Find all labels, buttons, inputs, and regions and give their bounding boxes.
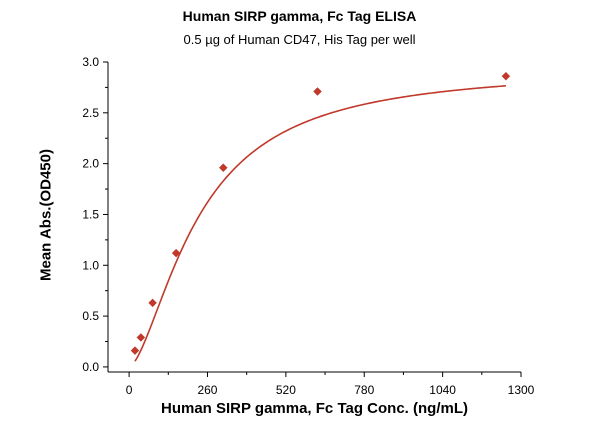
x-axis-label: Human SIRP gamma, Fc Tag Conc. (ng/mL) bbox=[161, 400, 468, 417]
data-point-diamond bbox=[218, 163, 228, 173]
x-tick-label: 520 bbox=[276, 383, 296, 397]
data-point-diamond bbox=[501, 71, 511, 81]
chart-title: Human SIRP gamma, Fc Tag ELISA bbox=[182, 8, 417, 24]
x-tick-label: 1300 bbox=[508, 383, 535, 397]
data-point-diamond bbox=[136, 333, 146, 342]
y-tick-label: 2.0 bbox=[82, 157, 99, 171]
data-point-diamond bbox=[313, 87, 322, 96]
fit-curve bbox=[134, 85, 506, 362]
data-point-diamond bbox=[171, 248, 181, 258]
x-tick-label: 0 bbox=[126, 383, 133, 397]
y-tick-label: 3.0 bbox=[82, 55, 99, 69]
x-tick-label: 260 bbox=[197, 383, 217, 397]
data-point-diamond bbox=[130, 346, 140, 356]
y-tick-label: 0.0 bbox=[82, 360, 99, 374]
y-tick-label: 2.5 bbox=[82, 106, 99, 120]
x-tick-label: 780 bbox=[354, 383, 374, 397]
y-tick-label: 1.5 bbox=[82, 207, 99, 221]
y-tick-label: 0.5 bbox=[82, 309, 99, 323]
x-tick-label: 1040 bbox=[429, 383, 456, 397]
y-tick-label: 1.0 bbox=[82, 258, 99, 272]
chart-subtitle: 0.5 µg of Human CD47, His Tag per well bbox=[183, 32, 416, 47]
data-point-diamond bbox=[148, 298, 157, 308]
y-axis-label: Mean Abs.(OD450) bbox=[37, 149, 55, 281]
